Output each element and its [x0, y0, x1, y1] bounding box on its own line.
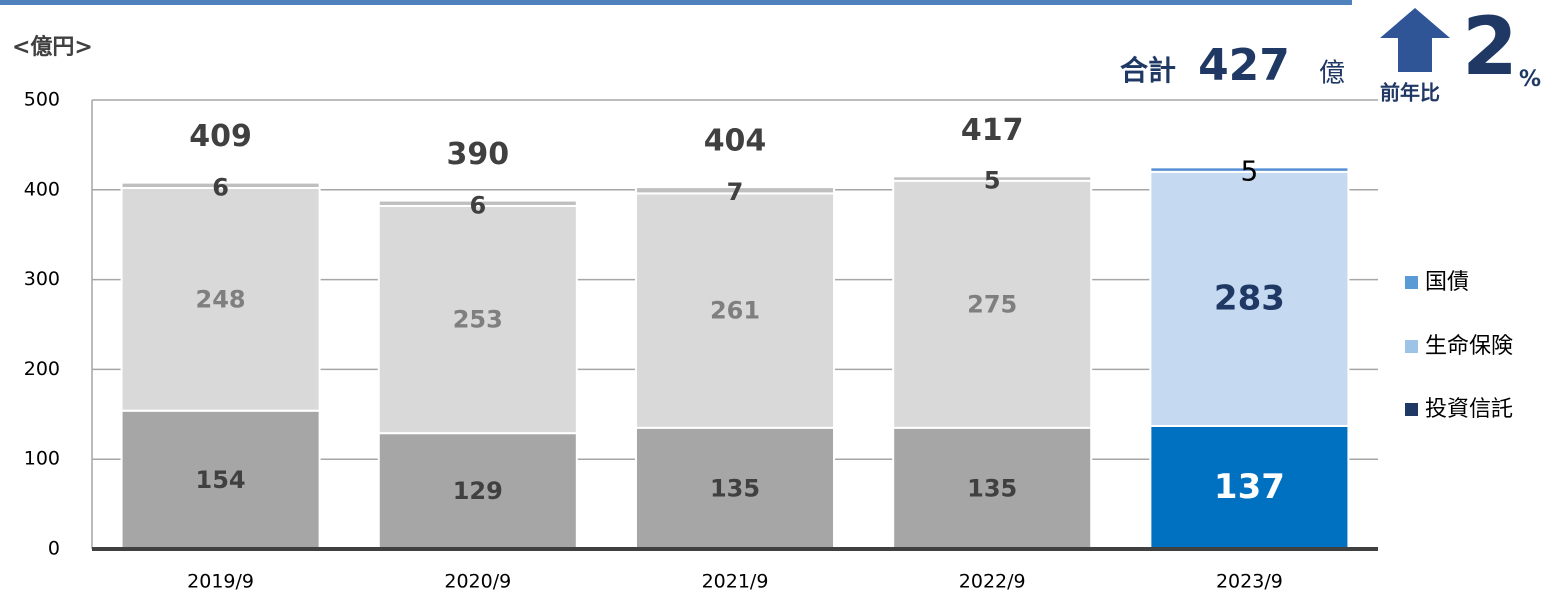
- yoy-label: 前年比: [1380, 81, 1440, 105]
- total-unit: 億: [1319, 59, 1345, 89]
- yoy-unit: %: [1519, 67, 1541, 92]
- y-tick-label: 0: [48, 538, 60, 560]
- bar-segment: [1149, 424, 1350, 550]
- total-value: 427: [1198, 40, 1290, 91]
- bar-segment: [634, 426, 836, 550]
- header-rule: [0, 0, 1352, 5]
- total-label: 417: [961, 113, 1024, 148]
- bar-segment: [1149, 166, 1350, 173]
- value-label: 283: [1214, 278, 1285, 318]
- legend-label: 国債: [1425, 270, 1469, 295]
- bar-segment: [892, 175, 1093, 182]
- value-label: 5: [1240, 155, 1258, 188]
- bar-segment: [120, 181, 321, 190]
- total-label: 合計: [1120, 54, 1176, 87]
- bar-segment: [892, 426, 1093, 550]
- bar-segment: [120, 187, 321, 412]
- value-label: 137: [1214, 467, 1285, 507]
- value-label: 275: [967, 290, 1017, 318]
- bar-segment: [634, 186, 836, 195]
- legend-label: 生命保険: [1425, 334, 1513, 359]
- value-label: 135: [710, 474, 760, 502]
- value-label: 261: [710, 297, 760, 325]
- yoy-value: 2: [1462, 0, 1518, 93]
- x-tick-label: 2022/9: [959, 571, 1026, 593]
- bar-segment: [377, 204, 578, 435]
- x-tick-label: 2020/9: [444, 571, 511, 593]
- x-tick-label: 2023/9: [1216, 571, 1283, 593]
- y-tick-label: 200: [24, 358, 60, 380]
- bar-segment: [634, 192, 836, 429]
- legend-swatch: [1405, 276, 1418, 289]
- up-arrow-icon: [1380, 8, 1450, 72]
- legend-swatch: [1405, 340, 1418, 353]
- value-label: 6: [469, 191, 486, 219]
- bar-segment: [377, 432, 578, 550]
- y-tick-label: 100: [24, 448, 60, 470]
- legend-swatch: [1405, 403, 1418, 416]
- y-tick-label: 400: [24, 178, 60, 200]
- total-label: 404: [704, 124, 767, 159]
- total-label: 409: [189, 119, 252, 154]
- value-label: 154: [196, 466, 246, 494]
- value-label: 7: [727, 178, 744, 206]
- bar-segment: [1149, 170, 1350, 427]
- value-label: 253: [453, 306, 503, 334]
- x-tick-label: 2019/9: [187, 571, 254, 593]
- x-tick-label: 2021/9: [702, 571, 769, 593]
- value-label: 135: [967, 474, 1017, 502]
- total-label: 390: [446, 137, 509, 172]
- value-label: 248: [196, 285, 246, 313]
- unit-label: <億円>: [12, 34, 93, 60]
- value-label: 6: [212, 173, 229, 201]
- value-label: 129: [453, 477, 503, 505]
- bar-segment: [892, 179, 1093, 429]
- y-tick-label: 300: [24, 268, 60, 290]
- y-tick-label: 500: [24, 89, 60, 111]
- legend-label: 投資信託: [1425, 397, 1513, 422]
- bar-segment: [377, 199, 578, 207]
- value-label: 5: [984, 167, 1001, 195]
